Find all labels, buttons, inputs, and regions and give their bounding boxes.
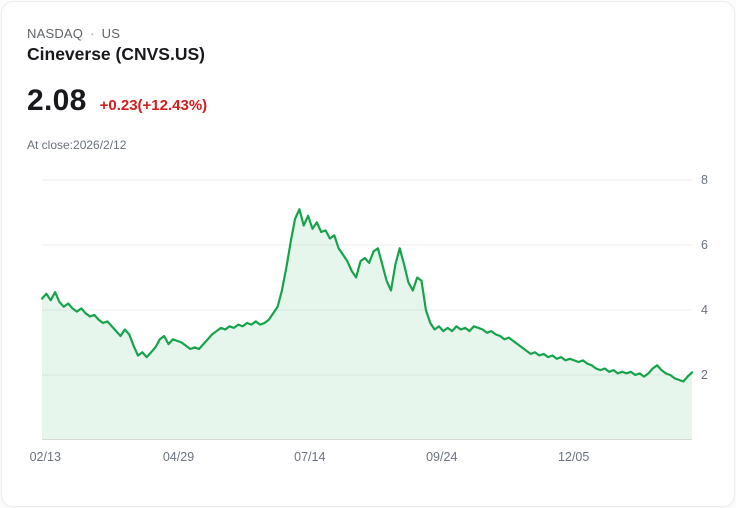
price-chart[interactable]: 2 4 6 8 02/13 04/29 07/14 09/24 12/05 <box>30 173 708 464</box>
x-axis-tick-label: 02/13 <box>29 450 61 464</box>
separator-dot: · <box>90 26 95 41</box>
price-change: +0.23(+12.43%) <box>99 97 208 114</box>
price-line <box>40 208 694 383</box>
x-axis-labels: 02/13 04/29 07/14 09/24 12/05 <box>30 450 692 466</box>
y-axis-tick-label: 2 <box>701 368 708 382</box>
stock-price: 2.08 <box>27 84 87 117</box>
exchange-label: NASDAQ <box>27 26 84 41</box>
y-axis-tick-label: 8 <box>701 173 708 187</box>
chart-svg <box>40 179 694 440</box>
y-axis-tick-label: 4 <box>701 303 708 317</box>
exchange-row: NASDAQ · US <box>27 26 120 41</box>
x-axis-tick-label: 09/24 <box>426 450 458 464</box>
y-axis-tick-label: 6 <box>701 238 708 252</box>
close-note: At close:2026/2/12 <box>27 138 127 152</box>
price-row: 2.08 +0.23(+12.43%) <box>27 84 207 118</box>
price-area <box>42 209 692 440</box>
region-label: US <box>101 26 121 41</box>
x-axis-tick-label: 12/05 <box>558 450 590 464</box>
x-axis-tick-label: 04/29 <box>162 450 195 464</box>
x-axis-tick-label: 07/14 <box>294 450 326 464</box>
stock-title: Cineverse (CNVS.US) <box>27 44 205 64</box>
